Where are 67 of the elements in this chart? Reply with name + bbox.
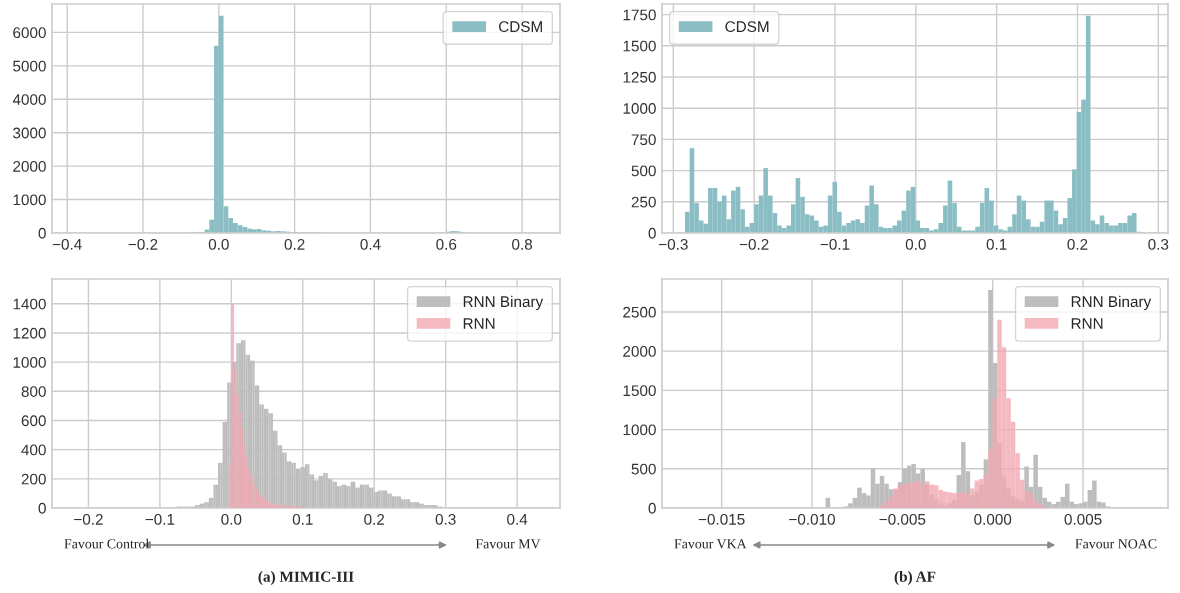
text: Favour VKA	[674, 539, 747, 549]
x-tick-label: 0.2	[364, 513, 385, 525]
x-tick-label: −0.3	[658, 238, 688, 250]
x-tick-label: −0.010	[789, 513, 835, 525]
y-tick-label: 0	[648, 227, 656, 239]
y-tick-label: 1000	[13, 194, 46, 206]
x-tick-label: 0.000	[974, 513, 1012, 525]
x-tick-label: 0.1	[986, 238, 1007, 250]
y-tick-label: 1250	[623, 71, 656, 83]
y-tick-label: 200	[21, 473, 46, 485]
y-tick-label: 3000	[13, 127, 46, 139]
x-tick-label: 0.4	[507, 513, 528, 525]
x-tick-label: 0.005	[1064, 513, 1102, 525]
x-tick-label: 0.1	[292, 513, 313, 525]
y-tick-label: 800	[21, 386, 46, 397]
text: Favour MV	[475, 539, 541, 549]
x-tick-label: 0.0	[905, 238, 926, 250]
y-tick-label: 2000	[13, 161, 46, 172]
y-tick-label: 4000	[12, 94, 46, 105]
y-tick-label: 500	[631, 463, 656, 475]
y-tick-label: 1400	[13, 298, 46, 310]
y-tick-label: 0	[38, 227, 46, 239]
x-tick-label: 0.4	[360, 238, 381, 250]
x-tick-label: −0.4	[52, 238, 82, 250]
y-tick-label: 1000	[623, 424, 656, 436]
x-tick-label: −0.1	[820, 238, 850, 250]
x-tick-label: 0.6	[436, 238, 457, 250]
y-tick-label: 2500	[623, 306, 656, 318]
text: (b) AF	[894, 571, 936, 585]
y-tick-label: 750	[631, 134, 656, 146]
y-tick-label: 400	[21, 444, 46, 456]
y-tick-label: 600	[21, 415, 46, 427]
y-tick-label: 1000	[13, 357, 46, 368]
x-tick-label: 0.0	[221, 513, 242, 525]
x-tick-label: −0.1	[145, 513, 175, 525]
x-tick-label: 0.3	[435, 513, 456, 525]
text: Favour NOAC	[1075, 539, 1157, 549]
y-tick-label: 0	[648, 502, 656, 514]
x-tick-label: −0.2	[739, 238, 769, 250]
y-tick-label: 1200	[13, 327, 46, 339]
legend-label: CDSM	[725, 21, 769, 33]
x-tick-label: 0.0	[208, 238, 229, 250]
x-tick-label: 0.2	[284, 238, 305, 250]
y-tick-label: 500	[631, 165, 656, 177]
y-tick-label: 1500	[623, 385, 656, 397]
y-tick-label: 5000	[13, 60, 46, 72]
legend-label: RNN Binary	[463, 295, 544, 311]
text: (a) MIMIC-III	[258, 571, 354, 585]
y-tick-label: 250	[631, 196, 656, 208]
y-tick-label: 1000	[623, 103, 656, 114]
legend-label: RNN Binary	[1071, 295, 1152, 311]
y-tick-label: 2000	[623, 346, 656, 357]
x-tick-label: −0.015	[698, 513, 745, 525]
text: Favour Control	[64, 538, 149, 549]
x-tick-label: 0.3	[1148, 238, 1169, 250]
y-tick-label: 1750	[623, 9, 656, 21]
y-tick-label: 0	[38, 502, 46, 514]
y-tick-label: 1500	[623, 40, 656, 52]
x-tick-label: −0.2	[74, 513, 103, 525]
x-tick-label: 0.8	[512, 238, 533, 250]
y-tick-label: 6000	[13, 27, 46, 39]
x-tick-label: −0.005	[879, 513, 926, 525]
legend-label: CDSM	[498, 21, 542, 33]
x-tick-label: 0.2	[1067, 238, 1088, 250]
legend-label: RNN	[463, 318, 495, 329]
legend-label: RNN	[1071, 318, 1103, 329]
x-tick-label: −0.2	[128, 238, 158, 250]
